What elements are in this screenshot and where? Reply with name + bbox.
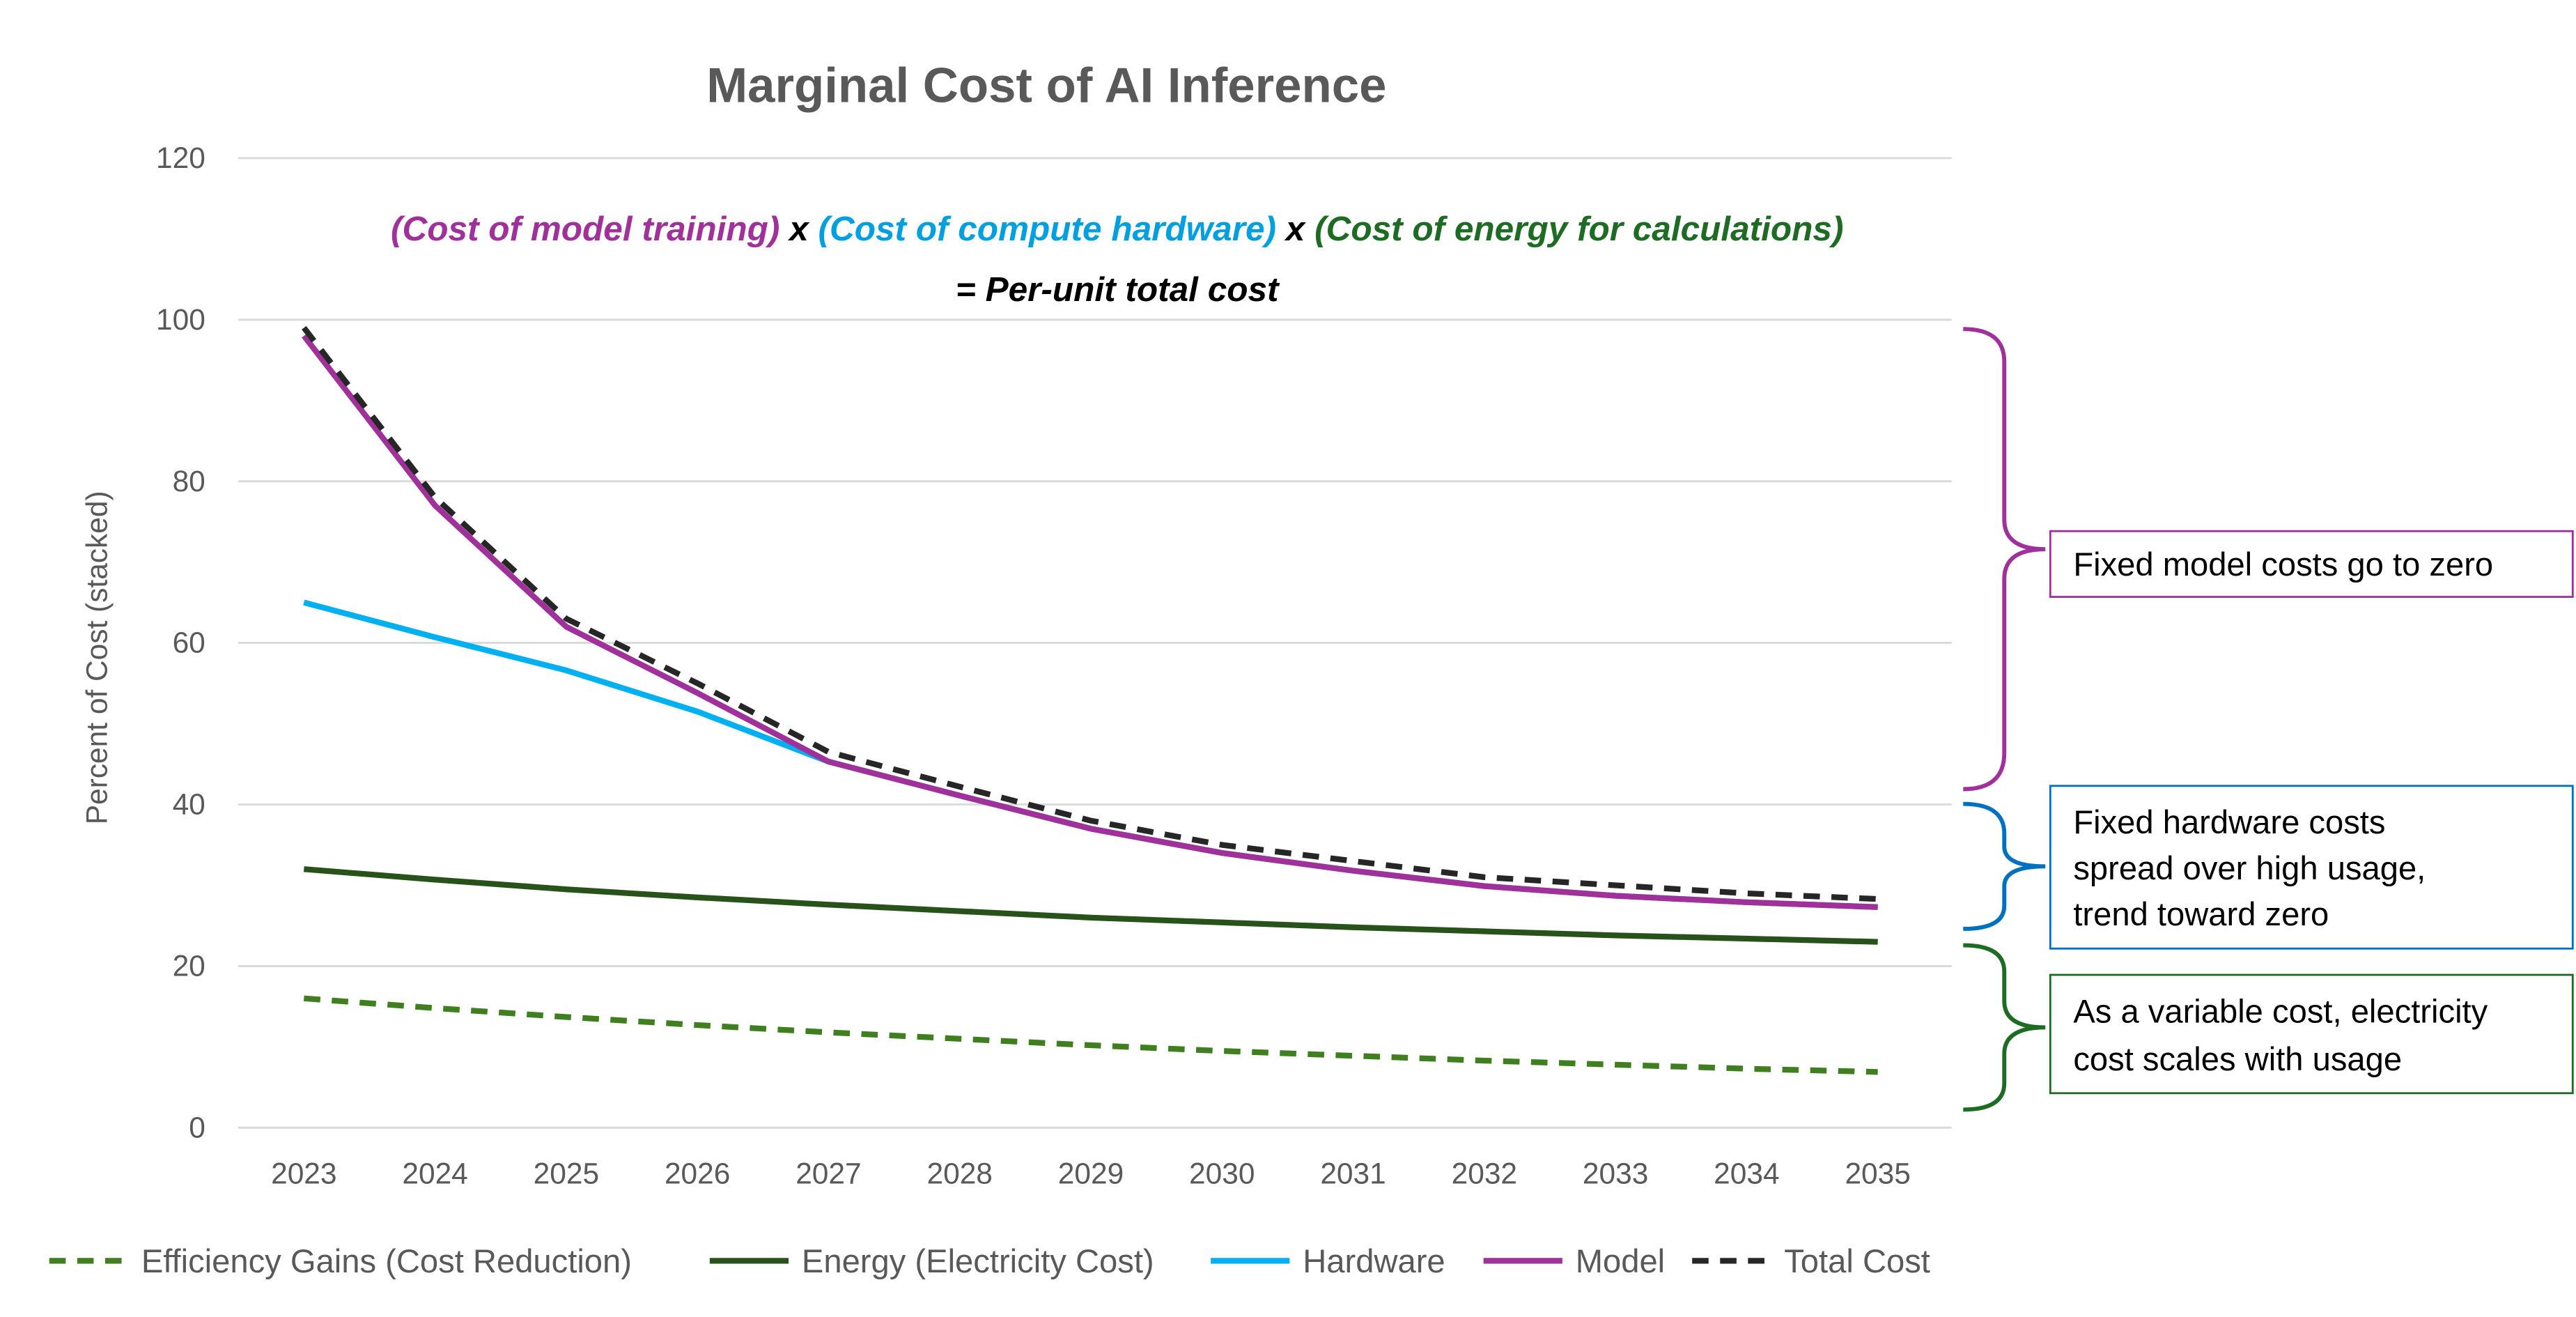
svg-text:spread over high usage,: spread over high usage, bbox=[2073, 849, 2426, 886]
formula-result: = Per-unit total cost bbox=[956, 270, 1280, 309]
annotation-energy: As a variable cost, electricity cost sca… bbox=[2049, 973, 2574, 1095]
chart-title: Marginal Cost of AI Inference bbox=[706, 58, 1386, 113]
series-line-efficiency-gains-cost-reduction bbox=[304, 995, 1878, 1075]
legend-label: Hardware bbox=[1303, 1242, 1445, 1279]
legend: Efficiency Gains (Cost Reduction) Energy … bbox=[49, 1242, 1930, 1279]
legend-label: Total Cost bbox=[1784, 1242, 1930, 1279]
y-tick-label: 60 bbox=[173, 626, 205, 659]
y-tick-labels: 0 20 40 60 80 100 120 bbox=[156, 141, 205, 1143]
y-tick-label: 80 bbox=[173, 465, 205, 498]
formula-hardware: Cost of compute hardware bbox=[830, 210, 1265, 248]
legend-item: Hardware bbox=[1211, 1242, 1445, 1279]
x-tick-label: 2030 bbox=[1189, 1157, 1255, 1190]
series-lines bbox=[302, 325, 1878, 1075]
x-tick-labels: 2023 2024 2025 2026 2027 2028 2029 2030 2031 2032… bbox=[271, 1157, 1911, 1190]
x-tick-label: 2028 bbox=[926, 1157, 992, 1190]
x-tick-label: 2031 bbox=[1320, 1157, 1386, 1190]
x-tick-label: 2032 bbox=[1452, 1157, 1517, 1190]
x-tick-label: 2035 bbox=[1845, 1157, 1910, 1190]
svg-text:Fixed hardware costs: Fixed hardware costs bbox=[2073, 803, 2385, 840]
series-line-total-cost bbox=[302, 325, 1878, 902]
series-line-hardware bbox=[303, 599, 1878, 910]
legend-item: Efficiency Gains (Cost Reduction) bbox=[49, 1242, 632, 1279]
x-tick-label: 2033 bbox=[1583, 1157, 1648, 1190]
svg-text:As a variable cost, electricit: As a variable cost, electricity bbox=[2073, 992, 2488, 1029]
y-axis-label: Percent of Cost (stacked) bbox=[80, 491, 113, 824]
y-tick-label: 120 bbox=[156, 141, 205, 174]
legend-label: Efficiency Gains (Cost Reduction) bbox=[141, 1242, 632, 1279]
legend-label: Model bbox=[1576, 1242, 1665, 1279]
y-tick-label: 20 bbox=[173, 950, 205, 983]
brace-hardware bbox=[1963, 801, 2046, 931]
svg-text:Fixed model costs go to zero: Fixed model costs go to zero bbox=[2073, 546, 2493, 583]
svg-text:trend toward zero: trend toward zero bbox=[2073, 895, 2329, 932]
x-tick-label: 2023 bbox=[271, 1157, 336, 1190]
series-line-energy-electricity-cost bbox=[303, 866, 1878, 945]
legend-item: Total Cost bbox=[1692, 1242, 1930, 1279]
formula-line: (Cost of model training) x (Cost of comp… bbox=[391, 210, 1843, 248]
svg-text:cost scales with usage: cost scales with usage bbox=[2073, 1040, 2402, 1077]
gridlines bbox=[238, 157, 1952, 1129]
x-tick-label: 2026 bbox=[665, 1157, 730, 1190]
brace-model bbox=[1963, 327, 2046, 792]
y-tick-label: 40 bbox=[173, 788, 205, 821]
brace-energy bbox=[1963, 943, 2046, 1112]
x-tick-label: 2029 bbox=[1058, 1157, 1124, 1190]
formula-energy: Cost of energy for calculations bbox=[1326, 210, 1832, 248]
legend-item: Energy (Electricity Cost) bbox=[709, 1242, 1154, 1279]
y-tick-label: 0 bbox=[189, 1111, 205, 1143]
legend-label: Energy (Electricity Cost) bbox=[802, 1242, 1154, 1279]
x-tick-label: 2025 bbox=[534, 1157, 599, 1190]
x-tick-label: 2034 bbox=[1714, 1157, 1779, 1190]
x-tick-label: 2024 bbox=[402, 1157, 467, 1190]
x-tick-label: 2027 bbox=[796, 1157, 861, 1190]
annotation-hardware: Fixed hardware costs spread over high us… bbox=[2049, 785, 2574, 950]
legend-item: Model bbox=[1483, 1242, 1665, 1279]
formula-model: Cost of model training bbox=[402, 210, 768, 248]
y-tick-label: 100 bbox=[156, 303, 205, 336]
annotation-model: Fixed model costs go to zero bbox=[2049, 530, 2574, 598]
